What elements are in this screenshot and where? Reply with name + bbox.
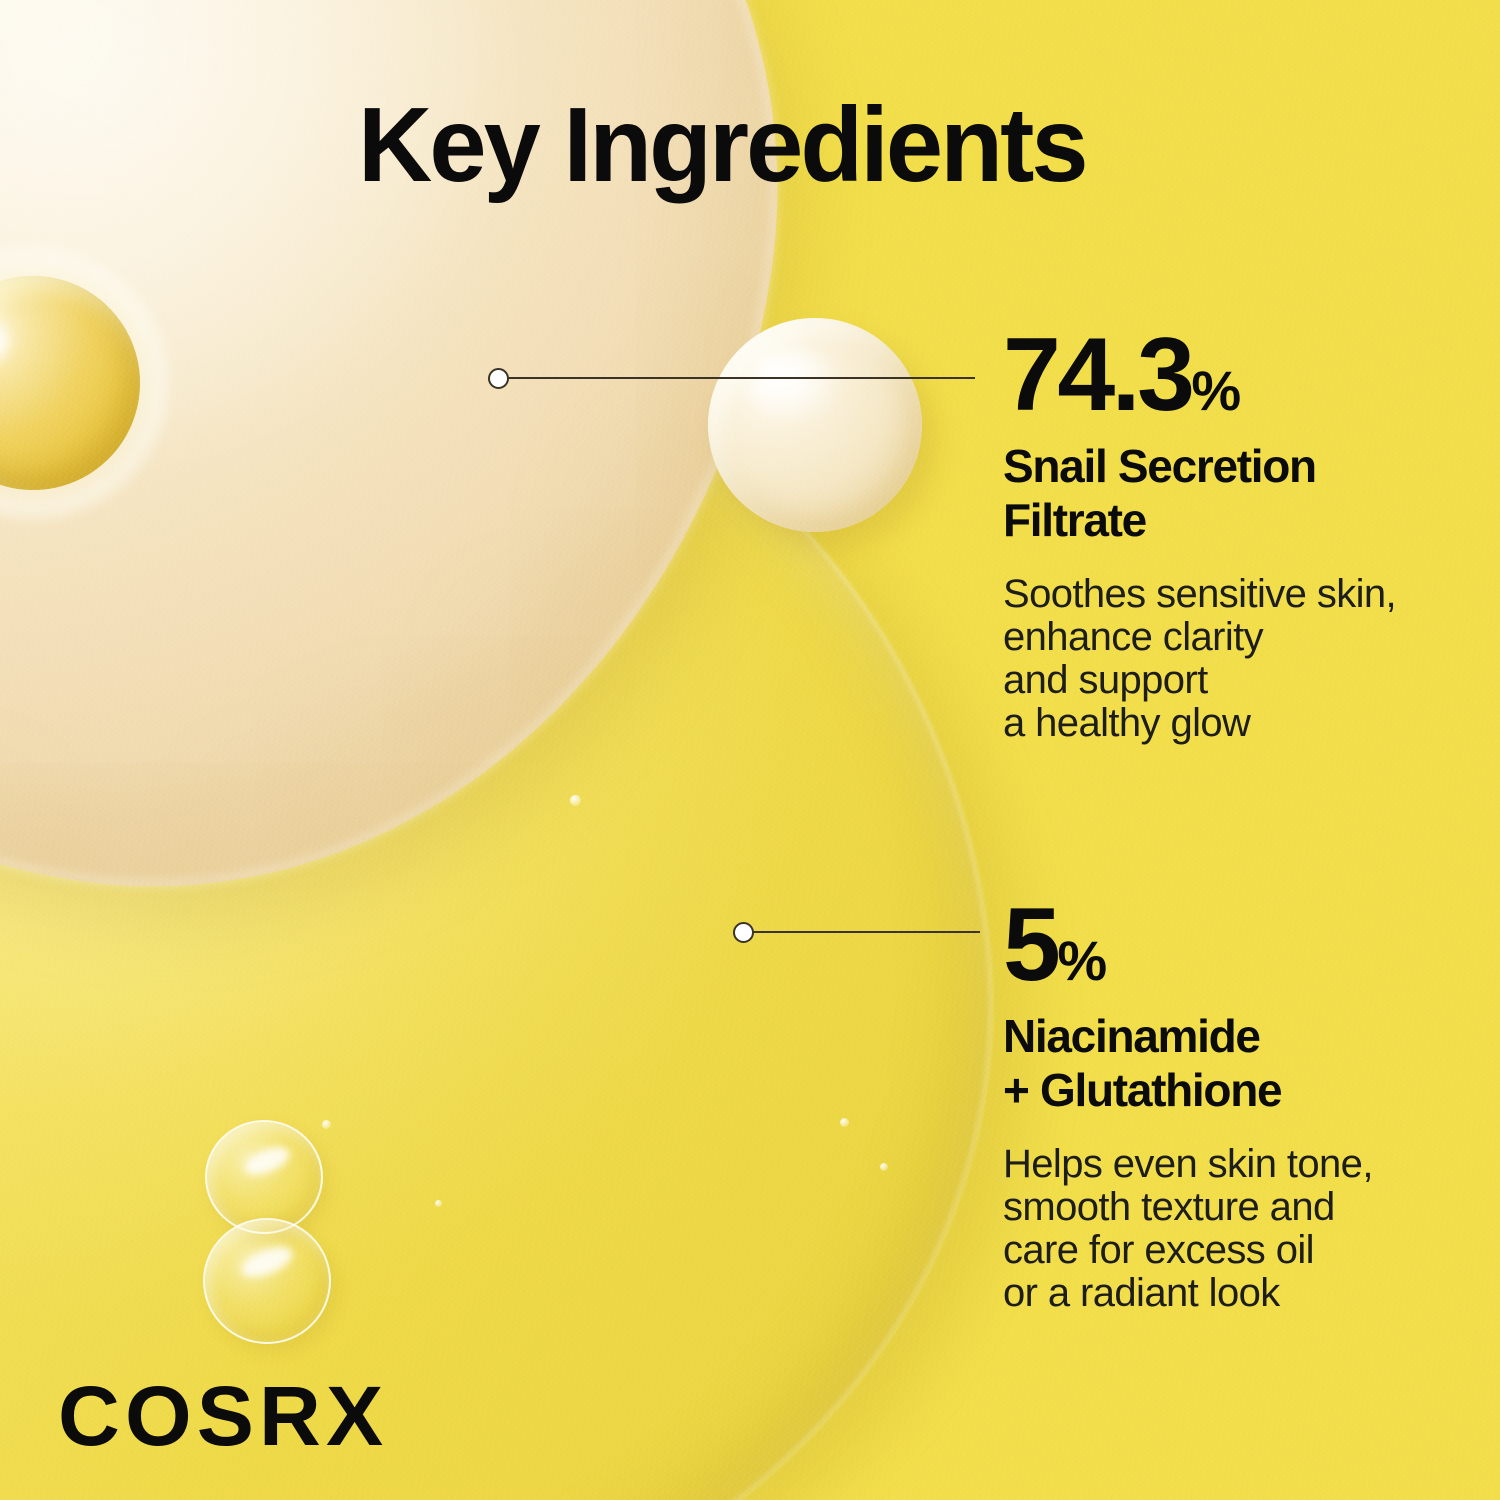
ingredient-1-percentage-symbol: %: [1191, 359, 1241, 422]
ingredient-1-name: Snail Secretion Filtrate: [1003, 440, 1433, 548]
serum-droplet: [708, 318, 922, 532]
twin-bubble-bottom: [203, 1218, 331, 1344]
ingredient-1-description-line-4: a healthy glow: [1003, 700, 1251, 745]
micro-bubble: [570, 795, 581, 806]
ingredient-1-description-line-1: Soothes sensitive skin,: [1003, 572, 1397, 617]
ingredient-1-description: Soothes sensitive skin, enhance clarity …: [1003, 573, 1433, 744]
micro-bubble: [880, 1163, 888, 1171]
ingredient-2-description-line-2: smooth texture and: [1003, 1185, 1335, 1230]
micro-bubble: [840, 1118, 849, 1127]
serum-droplet-highlight: [748, 350, 840, 420]
twin-bubble-top: [205, 1120, 323, 1234]
ingredient-1-percentage: 74.3%: [1003, 323, 1433, 427]
ingredient-1-description-line-2: enhance clarity: [1003, 615, 1264, 660]
ingredient-2-name: Niacinamide + Glutathione: [1003, 1010, 1433, 1118]
page-title: Key Ingredients: [358, 86, 1089, 204]
leader-line-dot-icon: [733, 922, 754, 943]
ingredient-2-description: Helps even skin tone, smooth texture and…: [1003, 1143, 1433, 1314]
ingredient-2-description-line-4: or a radiant look: [1003, 1270, 1280, 1315]
leader-line-stroke: [752, 931, 980, 933]
leader-line-dot-icon: [488, 368, 509, 389]
micro-bubble: [435, 1200, 442, 1207]
ingredient-panel-1: 74.3% Snail Secretion Filtrate Soothes s…: [1003, 323, 1433, 745]
micro-bubble: [322, 1120, 331, 1129]
ingredient-1-description-line-3: and support: [1003, 658, 1208, 703]
ingredient-2-percentage-symbol: %: [1057, 929, 1107, 992]
ingredient-1-name-line-2: Filtrate: [1003, 493, 1147, 546]
ingredient-2-name-line-1: Niacinamide: [1003, 1009, 1261, 1062]
ingredient-1-percentage-value: 74.3: [1003, 317, 1195, 433]
ingredient-1-name-line-1: Snail Secretion: [1003, 439, 1317, 492]
ingredient-panel-2: 5% Niacinamide + Glutathione Helps even …: [1003, 893, 1433, 1315]
ingredient-2-description-line-1: Helps even skin tone,: [1003, 1142, 1373, 1187]
ingredient-2-percentage-value: 5: [1003, 887, 1061, 1003]
ingredient-2-description-line-3: care for excess oil: [1003, 1228, 1315, 1273]
ingredient-2-percentage: 5%: [1003, 893, 1433, 997]
brand-logo: COSRX: [58, 1369, 389, 1463]
ingredient-2-name-line-2: + Glutathione: [1003, 1063, 1283, 1116]
leader-line-stroke: [507, 377, 975, 379]
